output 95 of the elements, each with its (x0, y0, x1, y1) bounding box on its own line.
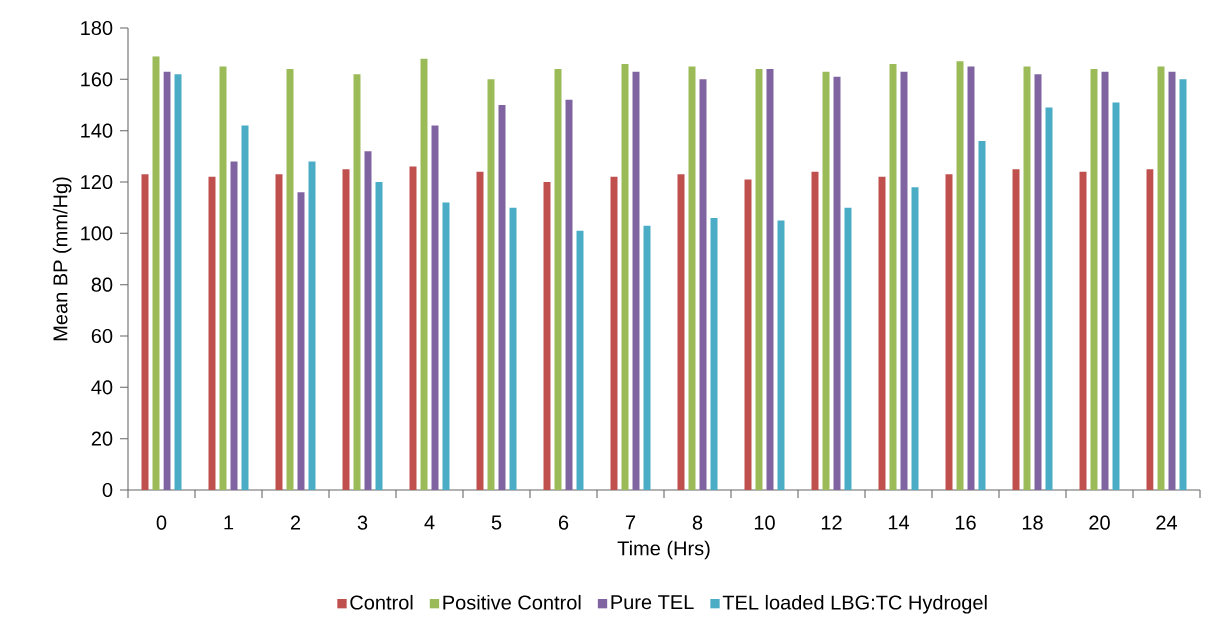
bar (632, 71, 640, 490)
y-tick-label: 180 (81, 20, 113, 36)
bar (844, 207, 852, 490)
y-tick-label: 120 (81, 174, 113, 190)
bar (576, 230, 584, 490)
bar (375, 182, 383, 490)
bar (811, 171, 819, 490)
bar (241, 125, 249, 490)
bar (1112, 102, 1120, 490)
bar (498, 105, 506, 490)
y-tick-label: 20 (91, 431, 113, 446)
legend-label: Positive Control (443, 594, 581, 610)
bar (1012, 169, 1020, 490)
bar (956, 61, 964, 490)
bar (1179, 79, 1187, 490)
bar (565, 99, 573, 490)
x-axis-title: Time (Hrs) (617, 540, 710, 560)
bar (230, 161, 238, 490)
bar (978, 140, 986, 490)
bar (297, 192, 305, 490)
bar (822, 71, 830, 490)
bar (621, 63, 629, 490)
x-tick-label: 20 (1089, 515, 1110, 530)
y-tick-label: 40 (91, 380, 113, 395)
bar (900, 71, 908, 490)
bar (1157, 66, 1165, 490)
x-tick-label: 12 (821, 515, 842, 530)
bar (163, 71, 171, 490)
x-tick-label: 16 (955, 515, 976, 530)
bar (766, 69, 774, 490)
x-tick-label: 14 (888, 515, 910, 530)
bar (1034, 74, 1042, 490)
bar (364, 151, 372, 490)
bar (677, 174, 685, 490)
bar (699, 79, 707, 490)
x-tick-label: 5 (491, 515, 502, 530)
bar (967, 66, 975, 490)
bar (744, 179, 752, 490)
bar (1090, 69, 1098, 490)
x-tick-label: 3 (357, 515, 368, 530)
bar (710, 217, 718, 490)
x-tick-label: 2 (290, 515, 301, 530)
bar (945, 174, 953, 490)
bar (1101, 71, 1109, 490)
bar (353, 74, 361, 490)
x-tick-label: 24 (1156, 515, 1178, 530)
x-tick-label: 7 (625, 515, 636, 530)
bar (1045, 107, 1053, 490)
bar (889, 63, 897, 490)
bar (610, 176, 618, 490)
bar (688, 66, 696, 490)
y-tick-label: 80 (91, 277, 113, 292)
bar (174, 74, 182, 490)
x-tick-label: 10 (754, 515, 775, 530)
x-tick-label: 1 (224, 515, 234, 530)
bar (208, 176, 216, 490)
bar (420, 58, 428, 490)
bar (643, 225, 651, 490)
y-axis-title: Mean BP (mm/Hg) (52, 177, 72, 341)
bar (286, 69, 294, 490)
x-tick-label: 8 (692, 515, 703, 530)
bar (1023, 66, 1031, 490)
bar (152, 56, 160, 490)
x-tick-label: 4 (424, 515, 435, 530)
x-tick-label: 18 (1022, 515, 1043, 530)
bar (275, 174, 283, 490)
legend-label: Pure TEL (611, 595, 694, 610)
bar (543, 182, 551, 490)
bar (833, 76, 841, 490)
y-tick-label: 160 (81, 72, 113, 87)
bar (409, 166, 417, 490)
bar (219, 66, 227, 490)
bar (1168, 71, 1176, 490)
bar (509, 207, 517, 490)
bar (476, 171, 484, 490)
bar (141, 174, 149, 490)
x-tick-label: 0 (156, 515, 167, 530)
bar (1079, 171, 1087, 490)
y-tick-label: 140 (81, 123, 113, 138)
bar (755, 69, 763, 490)
x-tick-label: 6 (558, 515, 569, 530)
bar (342, 169, 350, 490)
y-tick-label: 0 (102, 482, 113, 498)
legend-label: Control (350, 594, 413, 610)
bar (442, 202, 450, 490)
bar (308, 161, 316, 490)
y-tick-label: 100 (81, 226, 113, 241)
bar (777, 220, 785, 490)
bar (911, 187, 919, 490)
bar (487, 79, 495, 490)
bar (431, 125, 439, 490)
y-tick-label: 60 (91, 328, 113, 344)
bar (878, 176, 886, 490)
bar (554, 69, 562, 490)
legend-label: TEL loaded LBG:TC Hydrogel (722, 594, 987, 614)
